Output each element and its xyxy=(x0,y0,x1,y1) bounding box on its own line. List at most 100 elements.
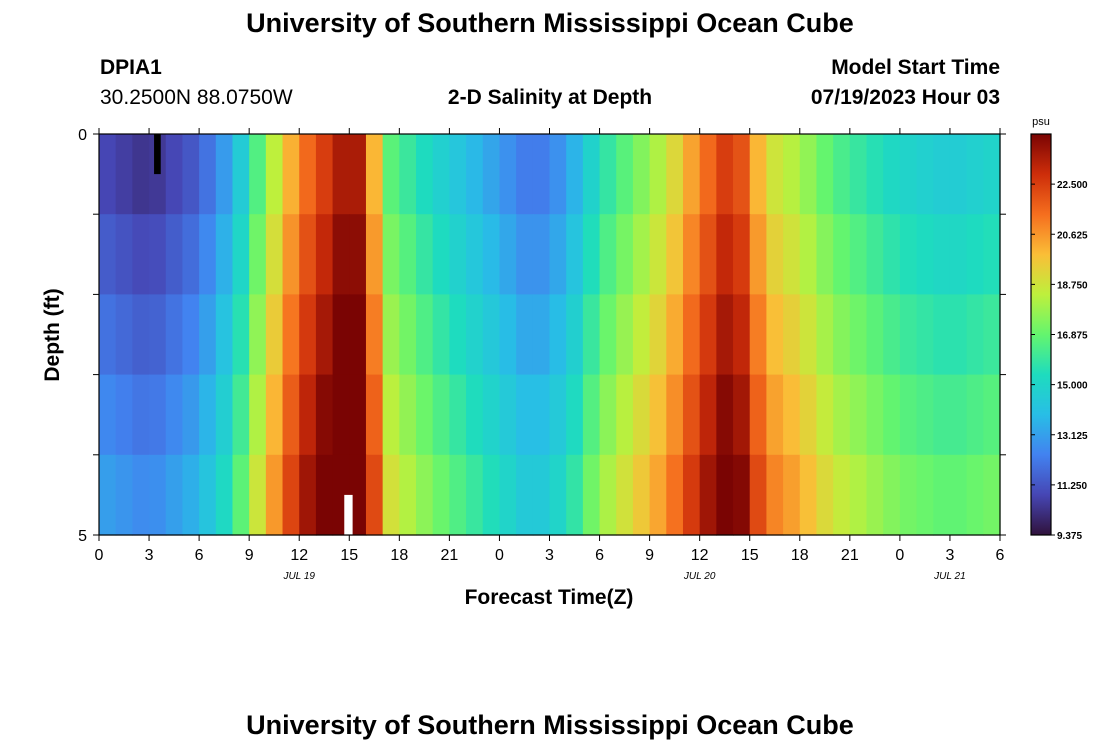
heatmap-cell xyxy=(132,134,150,215)
heatmap-cell xyxy=(549,214,567,295)
heatmap-cell xyxy=(983,134,1001,215)
heatmap-cell xyxy=(332,214,350,295)
x-tick-label: 15 xyxy=(741,547,759,564)
date-label: JUL 21 xyxy=(933,571,966,582)
colorbar-unit: psu xyxy=(1032,116,1050,128)
heatmap-cell xyxy=(966,454,984,536)
heatmap-cell xyxy=(816,374,834,456)
heatmap-cell xyxy=(149,214,167,295)
y-tick-label: 5 xyxy=(78,528,87,545)
x-tick-label: 21 xyxy=(440,547,458,564)
heatmap-cell xyxy=(516,454,534,536)
heatmap-cell xyxy=(482,454,501,536)
heatmap-cell xyxy=(933,454,951,536)
heatmap-cell xyxy=(733,454,751,536)
heatmap-cell xyxy=(866,134,884,215)
heatmap-cell xyxy=(182,134,200,215)
heatmap-cell xyxy=(315,374,334,456)
heatmap-cell xyxy=(949,214,968,295)
heatmap-cell xyxy=(365,454,384,536)
heatmap-cell xyxy=(132,214,150,295)
heatmap-cell xyxy=(799,454,818,536)
x-tick-label: 15 xyxy=(340,547,358,564)
heatmap-cell xyxy=(365,294,384,376)
colorbar-tick-label: 18.750 xyxy=(1057,280,1088,291)
heatmap-cell xyxy=(666,454,684,536)
x-tick-label: 0 xyxy=(95,547,104,564)
salinity-heatmap-chart: 0 3 6 9 12 15 18 21 0 3 6 9 12 15 18 21 0 3 6 JUL 19 JUL 20 J… xyxy=(41,116,1088,609)
heatmap-cell xyxy=(866,454,884,536)
heatmap-cell xyxy=(349,374,367,456)
heatmap-cell xyxy=(649,294,667,376)
date-label: JUL 20 xyxy=(683,571,716,582)
heatmap-cell xyxy=(315,294,334,376)
heatmap-cell xyxy=(99,294,117,376)
x-tick-label: 3 xyxy=(945,547,954,564)
heatmap-cell xyxy=(449,454,467,536)
heatmap-cell xyxy=(666,294,684,376)
heatmap-cell xyxy=(949,294,968,376)
heatmap-cell xyxy=(165,134,184,215)
heatmap-cell xyxy=(966,214,984,295)
heatmap-cell xyxy=(566,454,584,536)
heatmap-cell xyxy=(466,134,484,215)
x-tick-label: 3 xyxy=(545,547,554,564)
heatmap-cell xyxy=(332,294,350,376)
heatmap-cell xyxy=(416,374,434,456)
heatmap-cell xyxy=(582,374,601,456)
heatmap-cell xyxy=(582,214,601,295)
heatmap-cell xyxy=(449,214,467,295)
heatmap-cell xyxy=(766,294,784,376)
heatmap-cell xyxy=(399,294,417,376)
heatmap-cell xyxy=(682,454,701,536)
heatmap-cell xyxy=(616,454,634,536)
heatmap-cell xyxy=(599,214,617,295)
x-tick-label: 6 xyxy=(996,547,1005,564)
heatmap-cell xyxy=(482,134,501,215)
heatmap-cell xyxy=(866,374,884,456)
heatmap-cell xyxy=(983,294,1001,376)
heatmap-cell xyxy=(449,294,467,376)
heatmap-cell xyxy=(949,374,968,456)
missing-data-markers xyxy=(154,134,353,535)
heatmap-cell xyxy=(349,134,367,215)
colorbar-tick-label: 20.625 xyxy=(1057,230,1088,241)
heatmap-cell xyxy=(883,214,901,295)
heatmap-cell xyxy=(699,214,717,295)
heatmap-cell xyxy=(766,134,784,215)
heatmap-cell xyxy=(165,214,184,295)
heatmap-cell xyxy=(783,214,801,295)
heatmap-cell xyxy=(466,294,484,376)
heatmap-cell xyxy=(99,214,117,295)
heatmap-cell xyxy=(399,214,417,295)
heatmap-cell xyxy=(149,294,167,376)
heatmap-cell xyxy=(849,134,868,215)
heatmap-cell xyxy=(232,374,250,456)
page-title: University of Southern Mississippi Ocean… xyxy=(246,8,854,38)
heatmap-cell xyxy=(315,134,334,215)
heatmap-cell xyxy=(232,214,250,295)
heatmap-cell xyxy=(532,214,551,295)
heatmap-cell xyxy=(149,134,167,215)
heatmap-cell xyxy=(733,214,751,295)
y-axis: 05 xyxy=(78,127,1006,545)
heatmap-cell xyxy=(816,134,834,215)
heatmap-cell xyxy=(115,214,133,295)
heatmap-cell xyxy=(299,294,317,376)
heatmap-cell xyxy=(399,134,417,215)
heatmap-cell xyxy=(315,214,334,295)
heatmap-cell xyxy=(265,294,284,376)
x-tick-label: 12 xyxy=(691,547,709,564)
x-tick-label: 12 xyxy=(290,547,308,564)
colorbar-tick-label: 11.250 xyxy=(1057,481,1087,492)
heatmap-cell xyxy=(265,374,284,456)
heatmap-cell xyxy=(649,214,667,295)
heatmap-cell xyxy=(966,294,984,376)
heatmap-cell xyxy=(849,454,868,536)
model-start-label: Model Start Time xyxy=(831,56,1000,79)
heatmap-cell xyxy=(482,294,501,376)
heatmap-cell xyxy=(816,454,834,536)
heatmap-cell xyxy=(182,374,200,456)
heatmap-cell xyxy=(816,294,834,376)
heatmap-cell xyxy=(349,214,367,295)
